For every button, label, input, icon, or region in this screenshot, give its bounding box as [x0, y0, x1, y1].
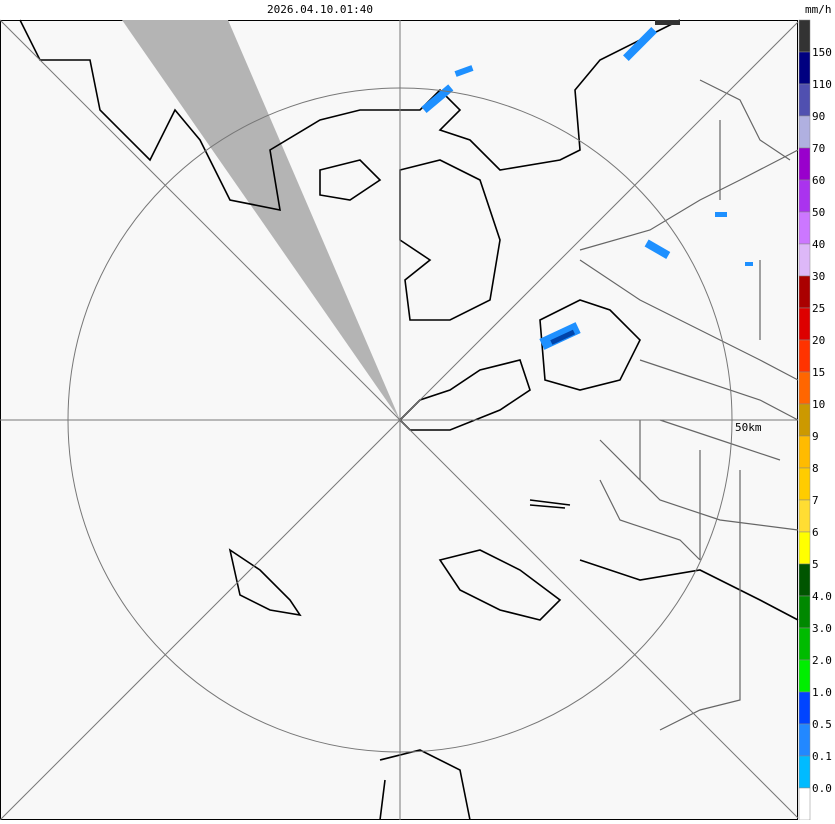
legend-swatch	[798, 51, 811, 85]
legend-swatch	[798, 403, 811, 437]
legend-swatch	[798, 755, 811, 789]
legend-label: 4.0	[812, 590, 832, 603]
beam-block	[122, 20, 400, 420]
legend-label: 2.0	[812, 654, 832, 667]
legend-swatch	[798, 371, 811, 405]
legend-swatch	[798, 275, 811, 309]
legend-label: 60	[812, 174, 825, 187]
legend-swatch	[798, 659, 811, 693]
legend-swatch	[798, 627, 811, 661]
color-legend: 150 110 90 70 60 50 40 30 25 20 15 10 9 8 7 6 5 4.0 3.0 2.0…	[798, 19, 832, 821]
legend-label: 10	[812, 398, 825, 411]
legend-label: 150	[812, 46, 832, 59]
legend-label: 90	[812, 110, 825, 123]
legend-label: 8	[812, 462, 819, 475]
legend-label: 9	[812, 430, 819, 443]
legend-label: 6	[812, 526, 819, 539]
legend-label: 1.0	[812, 686, 832, 699]
legend-swatch	[798, 83, 811, 117]
legend-label: 7	[812, 494, 819, 507]
legend-swatch	[798, 563, 811, 597]
legend-label: 0.5	[812, 718, 832, 731]
range-rings	[0, 19, 799, 821]
legend-label: 40	[812, 238, 825, 251]
legend-swatch	[798, 787, 811, 821]
legend-label: 30	[812, 270, 825, 283]
legend-swatch	[798, 723, 811, 757]
unit: mm/h	[805, 3, 832, 16]
legend-swatch	[798, 211, 811, 245]
boundaries	[579, 79, 799, 731]
timestamp: 2026.04.10.01:40	[267, 3, 373, 16]
legend-label: 25	[812, 302, 825, 315]
legend-label: 5	[812, 558, 819, 571]
legend-label: 50	[812, 206, 825, 219]
legend-swatch	[798, 243, 811, 277]
legend-swatch	[798, 499, 811, 533]
legend-swatch	[798, 435, 811, 469]
coastlines	[19, 19, 799, 821]
legend-swatch	[798, 147, 811, 181]
legend-label: 0.1	[812, 750, 832, 763]
legend-swatch	[798, 691, 811, 725]
legend-swatch	[798, 115, 811, 149]
legend-label: 0.0	[812, 782, 832, 795]
legend-swatch	[798, 595, 811, 629]
legend-label: 3.0	[812, 622, 832, 635]
legend-swatch	[798, 339, 811, 373]
legend-label: 15	[812, 366, 825, 379]
legend-swatch	[798, 307, 811, 341]
legend-swatch	[798, 467, 811, 501]
legend-swatch	[798, 179, 811, 213]
legend-label: 110	[812, 78, 832, 91]
legend-label: 70	[812, 142, 825, 155]
legend-swatch	[798, 19, 811, 53]
map: 50km	[0, 19, 799, 821]
range-label: 50km	[735, 421, 762, 434]
legend-swatch	[798, 531, 811, 565]
legend-label: 20	[812, 334, 825, 347]
